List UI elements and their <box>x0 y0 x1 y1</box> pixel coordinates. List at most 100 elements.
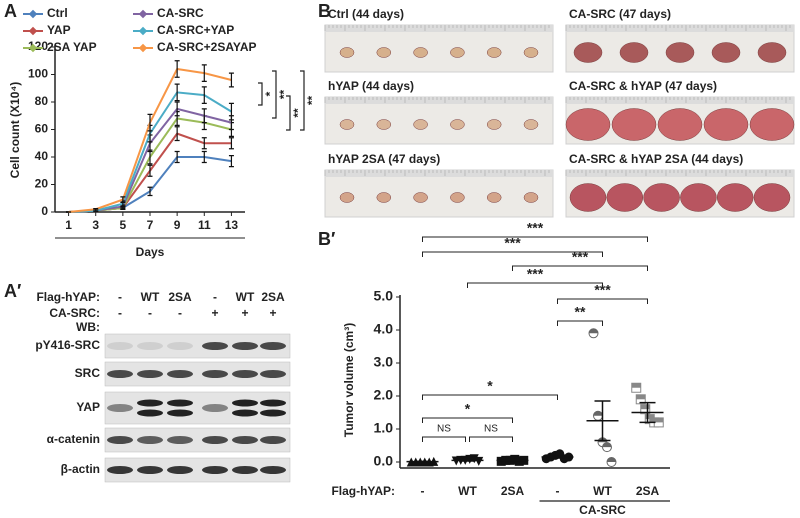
error-bar <box>549 455 566 459</box>
error-bar <box>120 196 126 203</box>
condition-label: CA-SRC: <box>49 306 100 320</box>
legend-label: YAP <box>47 23 71 37</box>
error-bar <box>594 400 611 442</box>
protein-label: SRC <box>75 366 101 380</box>
tumor <box>611 108 657 141</box>
error-bar <box>147 113 153 132</box>
significance-bracket <box>512 265 648 271</box>
band <box>137 436 163 444</box>
significance-bracket <box>258 82 263 106</box>
data-point <box>606 457 617 467</box>
y-axis-label: Cell count (X10⁴) <box>8 82 22 179</box>
significance-bracket <box>422 236 648 242</box>
marker-half <box>589 328 598 334</box>
error-bar <box>147 186 153 197</box>
error-bar <box>201 108 207 124</box>
lane-label: WT <box>141 290 160 304</box>
y-tick-label: 1.0 <box>374 420 394 436</box>
photo <box>324 169 554 218</box>
panel-label: B <box>318 1 331 21</box>
tumor <box>486 47 502 58</box>
error-bar <box>228 102 234 121</box>
error-bar <box>459 458 476 462</box>
error-bar <box>174 101 180 117</box>
tumor <box>523 119 539 130</box>
data-point <box>602 442 612 453</box>
band <box>260 370 286 378</box>
x-tick-label: 7 <box>147 218 154 232</box>
x-tick-label: WT <box>593 484 612 498</box>
data-point <box>474 456 484 466</box>
error-bar <box>414 460 431 463</box>
significance-bracket <box>286 95 291 131</box>
lane-label: + <box>211 306 218 320</box>
error-bar <box>504 458 521 462</box>
legend-label: CA-SRC+2SAYAP <box>157 40 257 54</box>
significance-label: *** <box>594 282 611 298</box>
band <box>167 436 193 444</box>
significance-label: ** <box>305 96 319 106</box>
tumor <box>523 47 539 58</box>
band <box>107 342 133 350</box>
legend-label: CA-SRC+YAP <box>157 23 234 37</box>
band <box>137 342 163 350</box>
error-bar <box>228 155 234 168</box>
significance-bracket <box>469 436 513 442</box>
data-point <box>653 417 664 428</box>
significance-label: * <box>465 401 471 417</box>
ruler <box>325 170 553 177</box>
protein-label: α-catenin <box>47 432 100 446</box>
tumor <box>376 47 392 58</box>
group-label: Flag-hYAP: <box>331 484 395 498</box>
photo-caption: CA-SRC & hYAP (47 days) <box>569 79 717 93</box>
significance-bracket <box>422 251 603 257</box>
data-point <box>469 454 479 464</box>
photo-caption: Ctrl (44 days) <box>328 7 404 21</box>
significance-bracket <box>422 417 513 423</box>
lane-label: - <box>118 290 122 304</box>
lane-label: 2SA <box>261 290 285 304</box>
ruler <box>566 170 794 177</box>
y-axis-label: Tumor volume (cm³) <box>342 323 356 437</box>
y-tick-label: 4.0 <box>374 321 394 337</box>
significance-label: *** <box>527 266 544 282</box>
photo <box>324 24 554 73</box>
tumor <box>573 42 603 63</box>
tumor <box>376 119 392 130</box>
band <box>202 370 228 378</box>
data-point <box>588 328 599 339</box>
band <box>167 370 193 378</box>
ruler <box>566 25 794 32</box>
x-tick-label: - <box>556 484 560 498</box>
lane-label: 2SA <box>168 290 192 304</box>
legend-marker <box>28 43 38 53</box>
band <box>260 342 286 350</box>
x-tick-label: WT <box>458 484 477 498</box>
y-tick-label: 0 <box>41 204 48 218</box>
blot-strip <box>104 391 291 425</box>
tumor <box>606 183 644 212</box>
y-tick-label: 80 <box>35 94 49 108</box>
error-bar <box>201 86 207 104</box>
y-tick-label: 40 <box>35 149 49 163</box>
protein-label: YAP <box>76 400 100 414</box>
error-bar <box>93 207 99 211</box>
tumor <box>413 192 428 203</box>
band <box>232 466 258 474</box>
significance-label: * <box>487 378 493 394</box>
marker-half <box>654 417 664 423</box>
significance-bracket <box>557 298 648 304</box>
tumor <box>486 192 502 203</box>
tumor <box>413 47 428 58</box>
legend-label: Ctrl <box>47 6 68 20</box>
tumor <box>450 192 465 203</box>
photo-caption: hYAP 2SA (47 days) <box>328 152 440 166</box>
error-bar <box>228 72 234 88</box>
photo-caption: hYAP (44 days) <box>328 79 414 93</box>
error-bar <box>201 150 207 164</box>
band <box>232 342 258 350</box>
ruler <box>325 97 553 104</box>
tumor <box>569 183 607 212</box>
marker-half <box>640 404 650 410</box>
